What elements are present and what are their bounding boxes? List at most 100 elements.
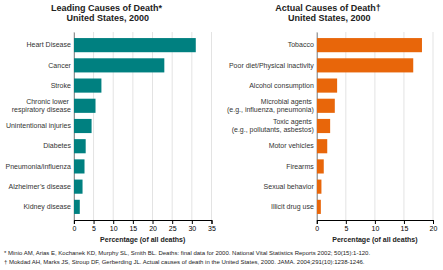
bar bbox=[317, 78, 337, 92]
text-line: Sexual behavior bbox=[264, 183, 315, 190]
tick-label: Chronic lower respiratory disease bbox=[12, 98, 71, 114]
tick-mark bbox=[317, 220, 318, 224]
tick: Microbial agents (e.g., influenza, pneum… bbox=[227, 98, 317, 114]
bar bbox=[317, 58, 413, 72]
grid bbox=[317, 32, 433, 220]
text-line: Heart Disease bbox=[27, 41, 71, 48]
text-line: (e.g., influenza, pneumonia) bbox=[227, 106, 314, 114]
tick-label: Illicit drug use bbox=[271, 203, 314, 211]
text-line: Kidney disease bbox=[23, 203, 71, 211]
grid-line bbox=[172, 32, 173, 220]
tick: Chronic lower respiratory disease bbox=[12, 98, 74, 114]
bar bbox=[74, 180, 83, 194]
footnote: † Mokdad AH, Marks JS, Stroup DF, Gerber… bbox=[4, 259, 365, 265]
tick: Tobacco bbox=[288, 41, 317, 48]
y-axis: Tobacco Poor diet/Physical inactivity Alco… bbox=[227, 33, 317, 221]
tick-label: 20 bbox=[430, 225, 438, 232]
tick-label: Unintentional injuries bbox=[6, 122, 71, 130]
text-line: Actual Causes of Death† bbox=[275, 3, 381, 13]
tick: Toxic agents (e.g., pollutants, asbestos… bbox=[232, 118, 317, 134]
text-line: United States, 2000 bbox=[66, 13, 149, 23]
tick: 25 bbox=[169, 220, 177, 232]
grid-line bbox=[191, 32, 192, 220]
tick-label: Alcohol consumption bbox=[249, 82, 314, 90]
tick: Alcohol consumption bbox=[249, 82, 317, 90]
axis-title: Percentage (of all deaths) bbox=[100, 236, 185, 244]
bar bbox=[317, 200, 321, 214]
tick: Stroke bbox=[51, 82, 74, 89]
tick-label: Kidney disease bbox=[23, 203, 71, 211]
axis-line bbox=[74, 221, 212, 225]
text-line: United States, 2000 bbox=[288, 13, 371, 23]
tick: 0 bbox=[315, 220, 319, 232]
tick-label: Motor vehicles bbox=[269, 142, 315, 149]
tick: 5 bbox=[92, 220, 96, 232]
tick: 5 bbox=[344, 220, 348, 232]
tick: Firearms bbox=[286, 163, 317, 170]
tick: 10 bbox=[371, 220, 379, 232]
text-line: Chronic lower bbox=[26, 98, 69, 105]
text-line: Motor vehicles bbox=[269, 142, 315, 149]
x-axis: 05101520253035 bbox=[72, 220, 216, 232]
text-line: Unintentional injuries bbox=[6, 122, 71, 130]
bars bbox=[74, 38, 196, 214]
tick: 0 bbox=[72, 220, 76, 232]
tick-label: 5 bbox=[92, 225, 96, 232]
tick-label: Stroke bbox=[51, 82, 71, 89]
tick-mark bbox=[192, 220, 193, 224]
tick-label: Firearms bbox=[286, 163, 314, 170]
tick: Kidney disease bbox=[23, 203, 73, 211]
text-line: Cancer bbox=[48, 62, 71, 69]
tick: Unintentional injuries bbox=[6, 122, 74, 130]
footnote: * Minio AM, Arias E, Kochanek KD, Murphy… bbox=[4, 250, 370, 256]
tick-label: 5 bbox=[344, 225, 348, 232]
tick-mark bbox=[346, 220, 347, 224]
tick-mark bbox=[212, 220, 213, 224]
tick-label: Poor diet/Physical inactivity bbox=[229, 62, 314, 70]
bar bbox=[317, 180, 322, 194]
text-line: Poor diet/Physical inactivity bbox=[229, 62, 314, 70]
tick-mark bbox=[433, 220, 434, 224]
text-line: Tobacco bbox=[288, 41, 314, 48]
text-line: Diabetes bbox=[43, 142, 71, 149]
tick: Pneumonia/influenza bbox=[6, 163, 74, 170]
tick: Sexual behavior bbox=[264, 183, 317, 190]
axis-title: Percentage (of all deaths) bbox=[332, 236, 417, 244]
tick-label: Heart Disease bbox=[27, 41, 71, 48]
tick: 20 bbox=[430, 220, 438, 232]
panel: Tobacco Poor diet/Physical inactivity Alco… bbox=[227, 3, 437, 244]
text-line: Stroke bbox=[51, 82, 71, 89]
tick: 35 bbox=[208, 220, 216, 232]
tick-label: Alzheimer’s disease bbox=[9, 183, 71, 190]
tick-label: Diabetes bbox=[43, 142, 71, 149]
bar bbox=[74, 78, 102, 92]
bar bbox=[317, 159, 324, 173]
tick: 15 bbox=[401, 220, 409, 232]
chart: Heart Disease Cancer Stroke Chronic lower r… bbox=[0, 0, 443, 270]
tick-mark bbox=[375, 220, 376, 224]
tick: Heart Disease bbox=[27, 41, 74, 48]
tick: Cancer bbox=[48, 62, 74, 69]
bar bbox=[74, 99, 96, 113]
tick-label: 0 bbox=[72, 225, 76, 232]
text-line: Illicit drug use bbox=[271, 203, 314, 211]
tick-label: Cancer bbox=[48, 62, 71, 69]
tick-label: Sexual behavior bbox=[264, 183, 315, 190]
tick-label: 30 bbox=[188, 225, 196, 232]
tick: 15 bbox=[129, 220, 137, 232]
bars bbox=[317, 38, 422, 214]
tick-mark bbox=[133, 220, 134, 224]
bar bbox=[317, 119, 330, 133]
tick: 30 bbox=[188, 220, 196, 232]
tick-label: Toxic agents (e.g., pollutants, asbestos… bbox=[232, 118, 314, 134]
text-line: (e.g., pollutants, asbestos) bbox=[232, 126, 314, 134]
bar bbox=[74, 38, 196, 52]
grid-line bbox=[211, 32, 212, 220]
y-axis: Heart Disease Cancer Stroke Chronic lower r… bbox=[6, 33, 75, 221]
title: Leading Causes of Death* United States, … bbox=[51, 3, 165, 23]
panel: Heart Disease Cancer Stroke Chronic lower r… bbox=[6, 3, 216, 244]
tick-label: Microbial agents (e.g., influenza, pneum… bbox=[227, 98, 314, 114]
tick-mark bbox=[113, 220, 114, 224]
tick-label: 10 bbox=[110, 225, 118, 232]
bar bbox=[74, 119, 92, 133]
